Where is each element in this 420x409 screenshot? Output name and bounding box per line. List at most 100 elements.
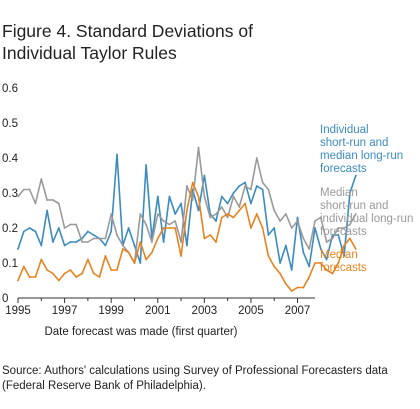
series-2-point	[238, 206, 241, 208]
series-3-point	[232, 216, 235, 219]
series-2-point	[121, 244, 124, 247]
series-1-point	[273, 227, 276, 229]
series-3-point	[215, 241, 217, 243]
series-3-line	[17, 181, 357, 292]
series-2-point	[349, 223, 351, 226]
series-1-point	[349, 192, 351, 194]
series-2-point	[22, 188, 25, 191]
series-1-point	[174, 213, 177, 215]
series-3-point	[174, 227, 177, 229]
series-3-point	[331, 272, 334, 275]
series-2-point	[331, 237, 334, 240]
series-1-point	[127, 227, 130, 229]
series-3-point	[296, 286, 299, 289]
x-tick-label: 1997	[52, 305, 78, 317]
series-2-point	[319, 216, 322, 219]
chart-title: Figure 4. Standard Deviations of Individ…	[2, 20, 253, 64]
series-3-point	[133, 262, 136, 264]
series-2-point	[174, 220, 177, 222]
series-2-point	[197, 146, 200, 149]
series-2-point	[203, 195, 206, 198]
series-1-point	[87, 230, 89, 233]
series-3-point	[238, 209, 241, 212]
series-3-point	[314, 262, 316, 264]
series-1-point	[319, 248, 322, 250]
series-3-point	[168, 227, 171, 229]
series-3-point	[319, 262, 322, 264]
chart-series-layer	[17, 146, 357, 292]
series-1-point	[28, 227, 31, 229]
series-3-point	[267, 255, 270, 257]
series-2-point	[337, 227, 340, 229]
series-3-point	[285, 283, 287, 285]
series-2-point	[98, 237, 101, 240]
legend-entry-2-line-3: individual long-run	[320, 213, 413, 225]
legend-entry-2-line-4: forecasts	[320, 226, 367, 238]
series-3-point	[22, 265, 25, 268]
series-2-point	[156, 213, 159, 215]
series-3-point	[104, 255, 107, 257]
x-tick-label: 2001	[145, 305, 171, 317]
series-1-point	[186, 244, 188, 247]
series-3-point	[226, 213, 229, 215]
series-3-point	[69, 269, 72, 271]
series-1-point	[290, 269, 293, 271]
series-2-point	[302, 237, 305, 240]
series-3-point	[52, 272, 54, 275]
series-2-point	[261, 181, 264, 184]
series-2-point	[325, 241, 328, 243]
series-1-point	[232, 192, 235, 194]
series-2-point	[151, 241, 153, 243]
legend-entry-2-line-1: Median	[320, 187, 358, 199]
series-1-point	[156, 195, 159, 198]
series-1-point	[52, 241, 54, 243]
series-2-point	[244, 185, 247, 187]
series-3-point	[279, 272, 281, 275]
series-2-point	[180, 241, 183, 243]
series-2-point	[46, 199, 48, 201]
series-1-point	[285, 244, 287, 247]
series-1-point	[145, 164, 148, 166]
chart-title-line-2: Individual Taylor Rules	[2, 43, 177, 63]
series-2-point	[57, 202, 60, 205]
series-1-point	[69, 241, 72, 243]
series-1-point	[354, 174, 357, 177]
series-1-point	[139, 262, 142, 264]
series-2-point	[226, 216, 229, 219]
series-2-point	[40, 178, 43, 180]
series-1-point	[57, 227, 60, 229]
y-tick-label: 0.2	[2, 223, 18, 235]
x-tick-label: 1995	[5, 305, 31, 317]
series-3-point	[87, 258, 89, 261]
series-3-point	[261, 227, 264, 229]
x-tick-label: 2005	[238, 305, 264, 317]
legend-entry-2-line-2: short-run and	[320, 200, 388, 212]
series-3-point	[325, 269, 328, 271]
series-2-point	[81, 241, 83, 243]
y-tick-label: 0.6	[2, 83, 18, 95]
source-note: Source: Authors' calculations using Surv…	[2, 364, 416, 394]
series-3-point	[34, 276, 37, 278]
series-3-point	[139, 241, 142, 243]
series-2-point	[145, 223, 148, 226]
series-3-point	[28, 276, 31, 278]
series-2-point	[162, 220, 165, 222]
series-1-point	[267, 234, 270, 236]
series-2-point	[75, 223, 78, 226]
series-1-point	[343, 255, 345, 257]
series-2-point	[110, 213, 113, 215]
series-2-point	[290, 227, 293, 229]
series-2-point	[63, 227, 66, 229]
series-3-point	[127, 251, 130, 254]
series-1-point	[261, 188, 264, 191]
series-3-point	[203, 237, 206, 240]
series-3-point	[110, 269, 113, 271]
series-3-point	[92, 272, 95, 275]
series-1-point	[302, 251, 305, 254]
series-2-point	[92, 237, 95, 240]
series-3-point	[186, 209, 188, 212]
series-1-point	[46, 209, 48, 212]
series-1-point	[110, 230, 113, 233]
series-1-point	[34, 230, 37, 233]
series-3-point	[156, 237, 159, 240]
